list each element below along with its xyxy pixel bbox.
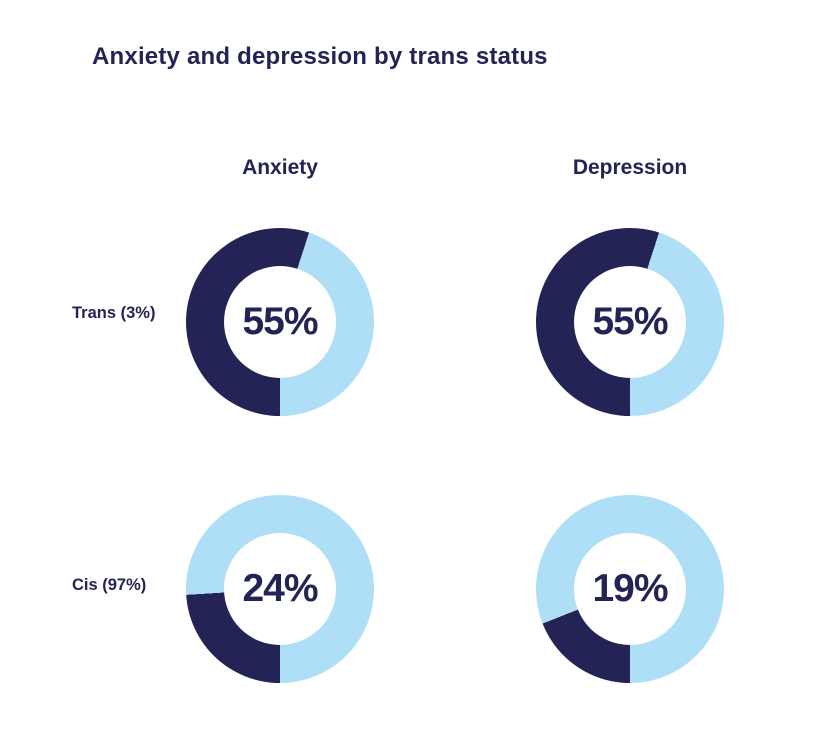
donut-hole: 55% [574,266,686,378]
donut-trans-depression: 55% [536,228,724,416]
chart-title: Anxiety and depression by trans status [92,43,548,70]
donut-value-label: 55% [592,300,668,343]
column-header-anxiety: Anxiety [242,156,318,179]
donut-cis-anxiety: 24% [186,495,374,683]
column-header-depression: Depression [572,156,688,179]
donut-value-label: 55% [242,300,318,343]
donut-hole: 19% [574,533,686,645]
donut-value-label: 24% [242,567,318,610]
row-label-trans: Trans (3%) [72,304,156,322]
donut-trans-anxiety: 55% [186,228,374,416]
donut-hole: 55% [224,266,336,378]
donut-cis-depression: 19% [536,495,724,683]
donut-value-label: 19% [592,567,668,610]
row-label-cis: Cis (97%) [72,576,147,594]
donut-hole: 24% [224,533,336,645]
